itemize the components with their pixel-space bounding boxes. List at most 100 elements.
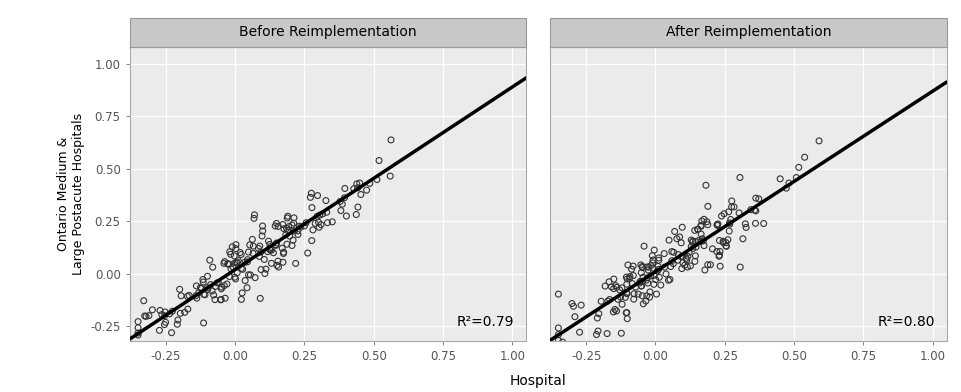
Point (246, 243, 261, 249)
Point (646, 281, 661, 287)
Point (270, 258, 285, 264)
Point (636, 243, 652, 249)
Point (292, 223, 308, 229)
Point (131, 318, 146, 325)
Point (674, 240, 689, 246)
Point (743, 207, 758, 213)
Point (300, 250, 315, 256)
Point (639, 275, 654, 281)
Point (670, 257, 685, 263)
Point (711, 253, 727, 260)
Point (227, 274, 242, 280)
Point (589, 331, 604, 338)
Point (242, 242, 258, 248)
Point (679, 257, 695, 263)
Point (169, 321, 185, 327)
Point (640, 280, 655, 286)
Point (619, 274, 634, 280)
Point (245, 250, 260, 256)
Point (619, 310, 634, 316)
Point (213, 296, 229, 303)
Point (723, 216, 738, 223)
Point (352, 180, 367, 186)
Point (642, 289, 657, 295)
Point (382, 173, 398, 179)
Point (136, 298, 152, 304)
Point (334, 201, 350, 207)
Point (217, 258, 233, 265)
Point (567, 314, 582, 320)
Point (551, 325, 566, 331)
Point (620, 316, 635, 322)
Point (614, 330, 629, 336)
Point (283, 233, 298, 239)
Point (648, 276, 663, 283)
Point (284, 222, 300, 228)
Point (624, 266, 639, 272)
Point (319, 209, 334, 215)
Point (197, 292, 212, 298)
Point (240, 256, 256, 263)
Point (253, 295, 268, 301)
Point (612, 287, 628, 293)
Point (678, 255, 694, 261)
Point (697, 267, 712, 273)
Point (350, 185, 365, 191)
Point (276, 226, 291, 232)
Point (262, 247, 278, 253)
Point (695, 236, 710, 242)
Point (602, 296, 617, 303)
Point (661, 277, 677, 283)
Point (131, 341, 146, 348)
Point (551, 344, 566, 350)
Point (661, 237, 677, 243)
Point (299, 220, 314, 226)
Point (231, 258, 246, 264)
Point (681, 249, 697, 256)
Point (712, 252, 727, 258)
Point (276, 249, 291, 255)
Point (600, 298, 615, 304)
Point (333, 198, 348, 205)
Point (271, 264, 286, 270)
Point (666, 261, 681, 267)
Point (214, 284, 230, 290)
Point (206, 292, 221, 298)
Point (221, 261, 236, 267)
Point (138, 313, 154, 319)
Point (280, 215, 295, 221)
Point (310, 219, 326, 225)
Point (594, 298, 609, 305)
Point (252, 243, 267, 249)
Point (664, 249, 679, 255)
Text: Hospital: Hospital (509, 374, 567, 388)
Point (628, 284, 643, 290)
Point (724, 204, 739, 210)
Point (237, 259, 253, 265)
Point (290, 228, 306, 234)
Point (157, 312, 172, 319)
Point (173, 310, 188, 316)
Point (312, 212, 328, 218)
Point (748, 220, 763, 227)
Point (241, 272, 257, 278)
Point (602, 279, 617, 285)
Point (685, 239, 701, 245)
Point (161, 311, 177, 317)
Text: After Reimplementation: After Reimplementation (666, 25, 831, 39)
Point (643, 273, 658, 279)
Point (346, 186, 361, 192)
Point (259, 266, 274, 272)
Point (620, 276, 635, 282)
Point (278, 232, 293, 238)
Point (280, 227, 295, 234)
Point (131, 344, 146, 350)
Point (618, 294, 633, 301)
Point (230, 259, 245, 265)
Point (639, 264, 654, 270)
Point (704, 246, 720, 252)
Point (609, 308, 625, 314)
Point (690, 226, 705, 232)
Point (731, 210, 747, 216)
Point (193, 285, 209, 291)
